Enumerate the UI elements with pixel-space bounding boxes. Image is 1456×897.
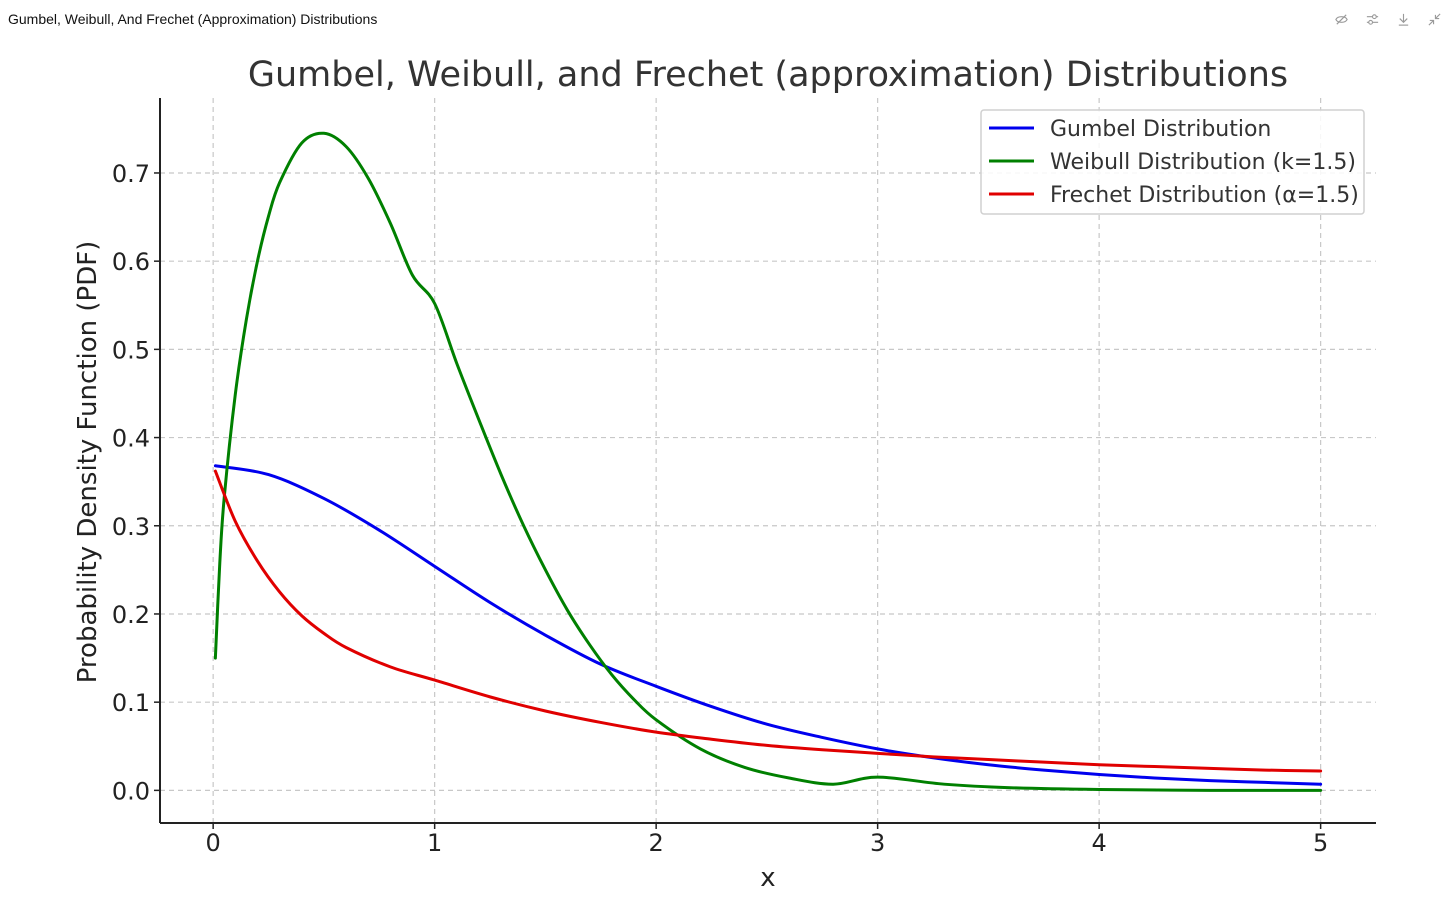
y-tick-label: 0.2 xyxy=(112,601,150,629)
series-lines xyxy=(213,131,1323,792)
y-tick-label: 0.5 xyxy=(112,336,150,364)
settings-icon xyxy=(1366,14,1379,25)
x-tick-label: 4 xyxy=(1091,829,1106,857)
y-tick-label: 0.0 xyxy=(112,777,150,805)
x-tick-label: 3 xyxy=(870,829,885,857)
y-tick-label: 0.7 xyxy=(112,160,150,188)
x-tick-label: 0 xyxy=(206,829,221,857)
collapse-button[interactable] xyxy=(1423,8,1446,31)
y-tick-label: 0.1 xyxy=(112,689,150,717)
y-ticks: 0.0 0.1 0.2 0.3 0.4 0.5 0.6 0.7 xyxy=(112,160,160,805)
settings-button[interactable] xyxy=(1361,8,1384,31)
download-icon xyxy=(1398,13,1409,26)
window-title: Gumbel, Weibull, And Frechet (Approximat… xyxy=(8,11,378,27)
legend-label: Weibull Distribution (k=1.5) xyxy=(1050,150,1356,175)
toolbar xyxy=(1330,8,1446,31)
hide-button[interactable] xyxy=(1330,8,1353,31)
legend-box xyxy=(980,109,1365,215)
x-tick-label: 5 xyxy=(1313,829,1328,857)
y-tick-label: 0.6 xyxy=(112,248,150,276)
y-axis-label: Probability Density Function (PDF) xyxy=(73,241,103,684)
y-tick-label: 0.3 xyxy=(112,513,150,541)
y-tick-label: 0.4 xyxy=(112,425,150,453)
legend: Gumbel Distribution Weibull Distribution … xyxy=(980,109,1365,215)
series-line-1 xyxy=(213,464,1323,786)
series-line-2 xyxy=(213,131,1323,792)
legend-label: Gumbel Distribution xyxy=(1050,117,1271,142)
chart-title: Gumbel, Weibull, and Frechet (approximat… xyxy=(248,55,1288,95)
x-tick-label: 2 xyxy=(649,829,664,857)
x-tick-label: 1 xyxy=(427,829,442,857)
hide-icon xyxy=(1335,14,1348,25)
window-header: Gumbel, Weibull, And Frechet (Approximat… xyxy=(0,0,1456,40)
legend-label: Frechet Distribution (α=1.5) xyxy=(1050,183,1359,208)
series-line-3 xyxy=(213,469,1323,773)
download-button[interactable] xyxy=(1392,8,1415,31)
grid xyxy=(160,98,1376,823)
collapse-icon xyxy=(1428,13,1441,26)
x-axis-label: x xyxy=(760,863,775,893)
x-ticks: 0 1 2 3 4 5 xyxy=(206,823,1328,857)
